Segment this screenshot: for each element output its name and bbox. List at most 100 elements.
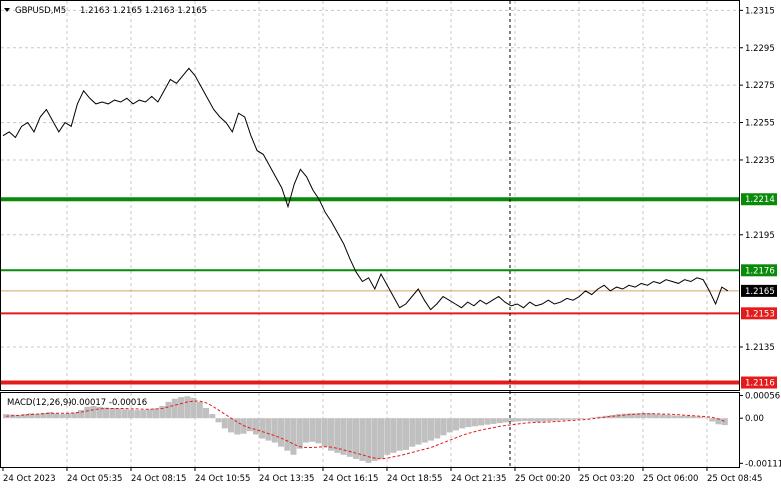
macd-histogram-bar — [528, 418, 534, 422]
triangle-down-icon[interactable] — [4, 8, 10, 12]
macd-histogram-bar — [471, 418, 478, 427]
time-axis[interactable]: 24 Oct 2023 24 Oct 05:35 24 Oct 08:15 24 Oc… — [2, 467, 762, 484]
time-tick-label: 25 Oct 03:20 — [579, 474, 634, 484]
macd-histogram-bar — [621, 413, 628, 419]
macd-histogram-bar — [353, 418, 359, 459]
macd-histogram-bar — [640, 412, 647, 419]
macd-histogram-bar — [359, 418, 366, 461]
price-level-badge — [741, 307, 777, 320]
price-tick-label: 1.2315 — [745, 6, 775, 16]
macd-histogram-bar — [128, 409, 134, 419]
macd-histogram-bar — [134, 410, 141, 419]
macd-histogram-bar — [140, 410, 147, 419]
macd-histogram-bar — [490, 418, 497, 424]
macd-histogram-bar — [328, 418, 334, 451]
macd-histogram-bar — [559, 418, 566, 421]
price-level-badge — [741, 376, 777, 389]
macd-axis[interactable]: 0.00056 0.00 -0.00111 — [739, 391, 781, 469]
macd-histogram-bar — [315, 418, 322, 444]
macd-histogram-bar — [9, 414, 16, 419]
price-level-label: 1.2176 — [745, 266, 775, 276]
macd-histogram-bar — [540, 418, 547, 422]
macd-histogram-bar — [390, 418, 397, 453]
macd-tick-label: 0.00056 — [745, 391, 780, 401]
macd-histogram-bar — [571, 418, 578, 420]
time-tick-label: 24 Oct 18:55 — [387, 474, 442, 484]
price-series-line — [2, 67, 729, 311]
macd-histogram-bar — [709, 418, 716, 422]
macd-histogram-bar — [146, 409, 153, 419]
macd-histogram-bar — [46, 412, 53, 419]
time-tick-label: 25 Oct 08:45 — [707, 474, 762, 484]
macd-signal-line — [6, 400, 726, 460]
macd-histogram-bar — [603, 415, 609, 419]
macd-histogram-bar — [28, 413, 34, 419]
macd-histogram-bar — [446, 418, 453, 433]
macd-histogram-bar — [678, 415, 684, 419]
level-layer — [1, 197, 739, 385]
macd-histogram-bar — [628, 413, 634, 419]
ohlc-values: 1.2163 1.2165 1.2163 1.2165 — [80, 6, 207, 16]
macd-histogram-bar — [253, 418, 259, 435]
price-tick-label: 1.2255 — [745, 119, 775, 129]
time-tick-label: 24 Oct 13:35 — [259, 474, 314, 484]
price-tick-label: 1.2235 — [745, 156, 775, 166]
macd-histogram-bar — [546, 418, 553, 421]
macd-histogram-bar — [284, 418, 291, 451]
macd-histogram-bar — [453, 418, 459, 431]
macd-histogram-bar — [303, 418, 309, 443]
macd-histogram-bar — [696, 416, 703, 419]
macd-header: MACD(12,26,9) -0.00017 -0.00016 — [7, 398, 147, 408]
current-price-label: 1.2165 — [745, 287, 775, 297]
macd-histogram-bar — [78, 410, 84, 419]
macd-tick-label: 0.00 — [745, 414, 764, 424]
price-axis[interactable]: 1.2315 1.2295 1.2275 1.2255 1.2235 1.2195 1.21… — [739, 6, 777, 389]
macd-histogram-bar — [309, 418, 316, 442]
time-tick-label: 25 Oct 06:00 — [643, 474, 698, 484]
macd-histogram-bar — [190, 397, 197, 419]
macd-histogram-bar — [265, 418, 272, 441]
price-tick-label: 1.2295 — [745, 44, 775, 54]
macd-histogram-bar — [203, 408, 209, 419]
time-tick-label: 24 Oct 2023 — [3, 474, 56, 484]
chart-header: GBPUSD,M5 1.2163 1.2165 1.2163 1.2165 — [4, 6, 207, 16]
macd-histogram-bar — [84, 406, 91, 419]
macd-histogram-bar — [21, 414, 28, 419]
macd-histogram-bar — [246, 418, 253, 432]
macd-histogram-bar — [384, 418, 391, 455]
price-level-badge — [741, 264, 777, 277]
price-tick-label: 1.2275 — [745, 81, 775, 91]
symbol-label: GBPUSD,M5 — [15, 6, 66, 16]
macd-histogram-bar — [396, 418, 403, 451]
macd-histogram-bar — [234, 418, 241, 435]
macd-histogram-bar — [184, 396, 191, 419]
macd-histogram-bar — [584, 418, 591, 419]
macd-histogram-bar — [521, 418, 528, 421]
macd-histogram-bar — [609, 415, 616, 419]
macd-histogram-bar — [103, 407, 109, 419]
time-tick-label: 24 Oct 10:55 — [195, 474, 250, 484]
macd-histogram-bar — [196, 401, 203, 419]
price-tick-label: 1.2195 — [745, 231, 775, 241]
macd-layer — [3, 396, 728, 463]
macd-histogram-bar — [403, 418, 409, 450]
macd-histogram-bar — [378, 418, 384, 459]
macd-histogram-bar — [40, 412, 47, 419]
macd-histogram-bar — [290, 418, 297, 455]
macd-histogram-bar — [415, 418, 422, 445]
macd-histogram-bar — [71, 412, 78, 419]
macd-histogram-bar — [553, 418, 559, 421]
macd-histogram-bar — [115, 408, 122, 419]
macd-histogram-bar — [153, 408, 159, 419]
macd-histogram-bar — [159, 406, 166, 419]
price-tick-label: 1.2135 — [745, 343, 775, 353]
macd-histogram-bar — [565, 418, 572, 420]
macd-histogram-bar — [428, 418, 434, 441]
price-level-badge — [741, 193, 777, 206]
macd-histogram-bar — [215, 418, 222, 423]
macd-histogram-bar — [121, 409, 128, 419]
macd-histogram-bar — [465, 418, 472, 428]
main-chart-frame — [0, 0, 740, 391]
